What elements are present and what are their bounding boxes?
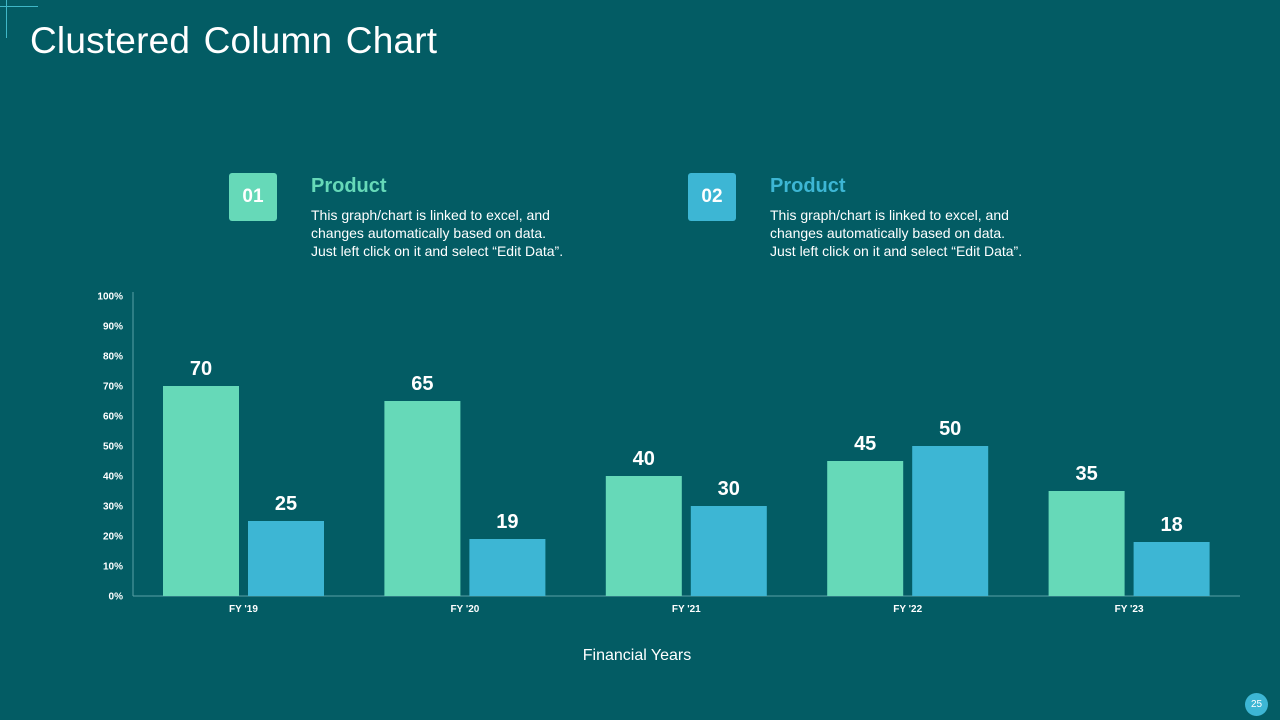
bar-product-01 [827,461,904,596]
legend-badge-02: 02 [688,173,736,221]
y-tick-label: 60% [103,412,123,423]
y-tick-label: 100% [97,292,123,303]
x-tick-label: FY '23 [1115,604,1144,615]
y-tick-label: 0% [109,592,124,603]
y-tick-label: 30% [103,502,123,513]
data-label: 70 [190,358,212,380]
data-label: 25 [275,493,297,515]
legend-description-line: changes automatically based on data. [770,225,1006,241]
bar-product-01 [163,386,239,596]
legend-title-02: Product [770,175,846,197]
y-tick-label: 90% [103,322,123,333]
legend-description-01: This graph/chart is linked to excel, and… [311,206,611,260]
y-tick-label: 80% [103,352,123,363]
legend-description-line: Just left click on it and select “Edit D… [311,243,564,259]
x-tick-label: FY '21 [672,604,701,615]
legend-description-02: This graph/chart is linked to excel, and… [770,206,1070,260]
y-tick-label: 10% [103,562,123,573]
y-tick-label: 40% [103,472,123,483]
slide-title: Clustered Column Chart [30,20,438,61]
bar-product-01 [605,476,682,596]
legend-description-line: This graph/chart is linked to excel, and [770,207,1009,223]
y-tick-label: 20% [103,532,123,543]
legend-description-line: changes automatically based on data. [311,225,547,241]
x-tick-label: FY '20 [450,604,479,615]
x-tick-label: FY '19 [229,604,258,615]
page-number-badge: 25 [1245,693,1268,716]
legend-badge-01: 01 [229,173,277,221]
x-tick-label: FY '22 [893,604,922,615]
corner-line-horizontal [0,6,38,7]
bar-product-02 [469,539,546,596]
bar-product-02 [912,446,989,596]
data-label: 45 [854,433,876,455]
legend-title-01: Product [311,175,387,197]
bar-product-01 [384,401,461,596]
data-label: 30 [718,478,740,500]
legend-description-line: This graph/chart is linked to excel, and [311,207,550,223]
y-tick-label: 50% [103,442,123,453]
bar-product-02 [1133,542,1210,596]
bar-product-02 [690,506,767,596]
data-label: 18 [1160,514,1182,536]
y-tick-label: 70% [103,382,123,393]
bar-product-02 [248,521,324,596]
bar-product-01 [1048,491,1125,596]
corner-line-vertical [6,0,7,38]
x-axis-title: Financial Years [583,647,692,664]
data-label: 35 [1075,463,1097,485]
data-label: 50 [939,418,961,440]
data-label: 19 [496,511,518,533]
data-label: 40 [633,448,655,470]
data-label: 65 [411,373,433,395]
legend-description-line: Just left click on it and select “Edit D… [770,243,1023,259]
